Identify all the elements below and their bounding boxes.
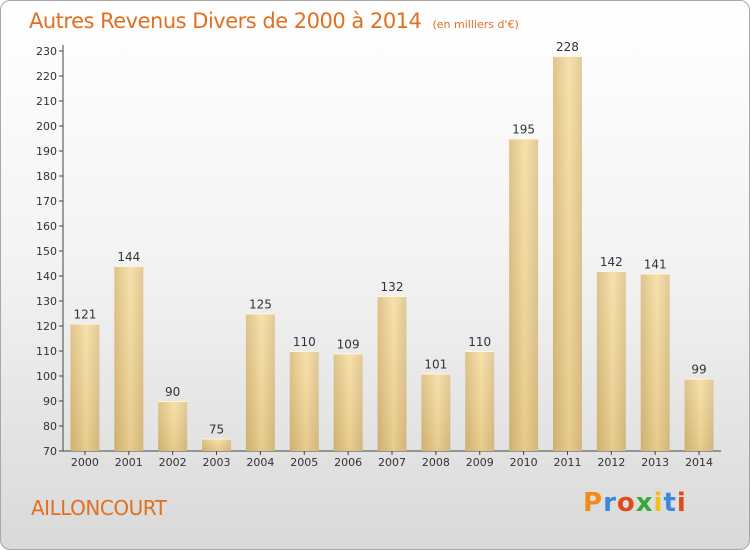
x-tick-label: 2000 — [71, 456, 99, 469]
logo-letter: i — [676, 488, 687, 518]
data-label: 110 — [293, 335, 316, 349]
logo-letter: o — [616, 488, 636, 518]
proxiti-logo[interactable]: Proxiti — [583, 488, 687, 518]
chart-title: Autres Revenus Divers de 2000 à 2014 — [29, 9, 422, 33]
data-label: 132 — [381, 280, 404, 294]
y-tick-label: 70 — [43, 445, 57, 458]
y-tick-label: 140 — [36, 270, 57, 283]
y-tick-label: 200 — [36, 120, 57, 133]
x-tick-label: 2007 — [378, 456, 406, 469]
bar-shade — [421, 373, 451, 451]
y-tick-label: 80 — [43, 420, 57, 433]
y-tick-label: 180 — [36, 170, 57, 183]
y-tick-label: 230 — [36, 45, 57, 58]
bar-shade — [289, 351, 319, 451]
x-tick-label: 2013 — [641, 456, 669, 469]
bar-shade — [70, 323, 100, 451]
logo-letter: P — [583, 488, 604, 518]
bar-shade — [552, 56, 582, 451]
logo-letter: x — [635, 488, 654, 518]
y-tick-label: 220 — [36, 70, 57, 83]
bar-shade — [158, 401, 188, 451]
x-tick-label: 2009 — [466, 456, 494, 469]
x-tick-label: 2008 — [422, 456, 450, 469]
bar-shade — [202, 438, 232, 451]
x-tick-label: 2014 — [685, 456, 713, 469]
y-tick-label: 150 — [36, 245, 57, 258]
y-tick-label: 170 — [36, 195, 57, 208]
y-tick-label: 190 — [36, 145, 57, 158]
x-tick-label: 2006 — [334, 456, 362, 469]
bar-shade — [596, 271, 626, 451]
data-label: 99 — [691, 363, 706, 377]
data-label: 90 — [165, 385, 180, 399]
data-label: 101 — [424, 358, 447, 372]
x-tick-label: 2003 — [203, 456, 231, 469]
x-tick-label: 2005 — [290, 456, 318, 469]
y-tick-label: 90 — [43, 395, 57, 408]
bar-shade — [640, 273, 670, 451]
x-tick-label: 2011 — [553, 456, 581, 469]
x-tick-label: 2010 — [510, 456, 538, 469]
logo-letter: i — [653, 488, 664, 518]
axes: 7080901001101201301401501601701801902002… — [36, 45, 721, 469]
y-tick-label: 110 — [36, 345, 57, 358]
bar-shade — [377, 296, 407, 451]
x-tick-label: 2012 — [597, 456, 625, 469]
commune-name: AILLONCOURT — [31, 496, 167, 520]
bar-shade — [465, 351, 495, 451]
y-tick-label: 130 — [36, 295, 57, 308]
data-label: 228 — [556, 40, 579, 54]
bar-shade — [684, 378, 714, 451]
bar-shade — [245, 313, 275, 451]
data-label: 144 — [117, 250, 140, 264]
data-label: 141 — [644, 258, 667, 272]
title-row: Autres Revenus Divers de 2000 à 2014 (en… — [29, 9, 519, 33]
y-tick-label: 210 — [36, 95, 57, 108]
bar-shade — [509, 138, 539, 451]
data-label: 109 — [337, 338, 360, 352]
logo-letter: t — [663, 488, 677, 518]
bar-shade — [114, 266, 144, 451]
y-tick-label: 100 — [36, 370, 57, 383]
x-tick-label: 2001 — [115, 456, 143, 469]
data-label: 195 — [512, 123, 535, 137]
x-tick-label: 2004 — [246, 456, 274, 469]
data-label: 121 — [73, 308, 96, 322]
data-label: 142 — [600, 255, 623, 269]
y-tick-label: 160 — [36, 220, 57, 233]
y-tick-label: 120 — [36, 320, 57, 333]
x-tick-label: 2002 — [159, 456, 187, 469]
data-label: 110 — [468, 335, 491, 349]
logo-letter: r — [603, 488, 617, 518]
data-label: 75 — [209, 423, 224, 437]
chart-subtitle: (en milliers d'€) — [432, 18, 519, 31]
bars — [70, 56, 714, 451]
bar-shade — [333, 353, 363, 451]
data-label: 125 — [249, 298, 272, 312]
value-labels: 121 144 90 75 125 110 109 132 101 110 195 228 142 141… — [73, 40, 706, 437]
